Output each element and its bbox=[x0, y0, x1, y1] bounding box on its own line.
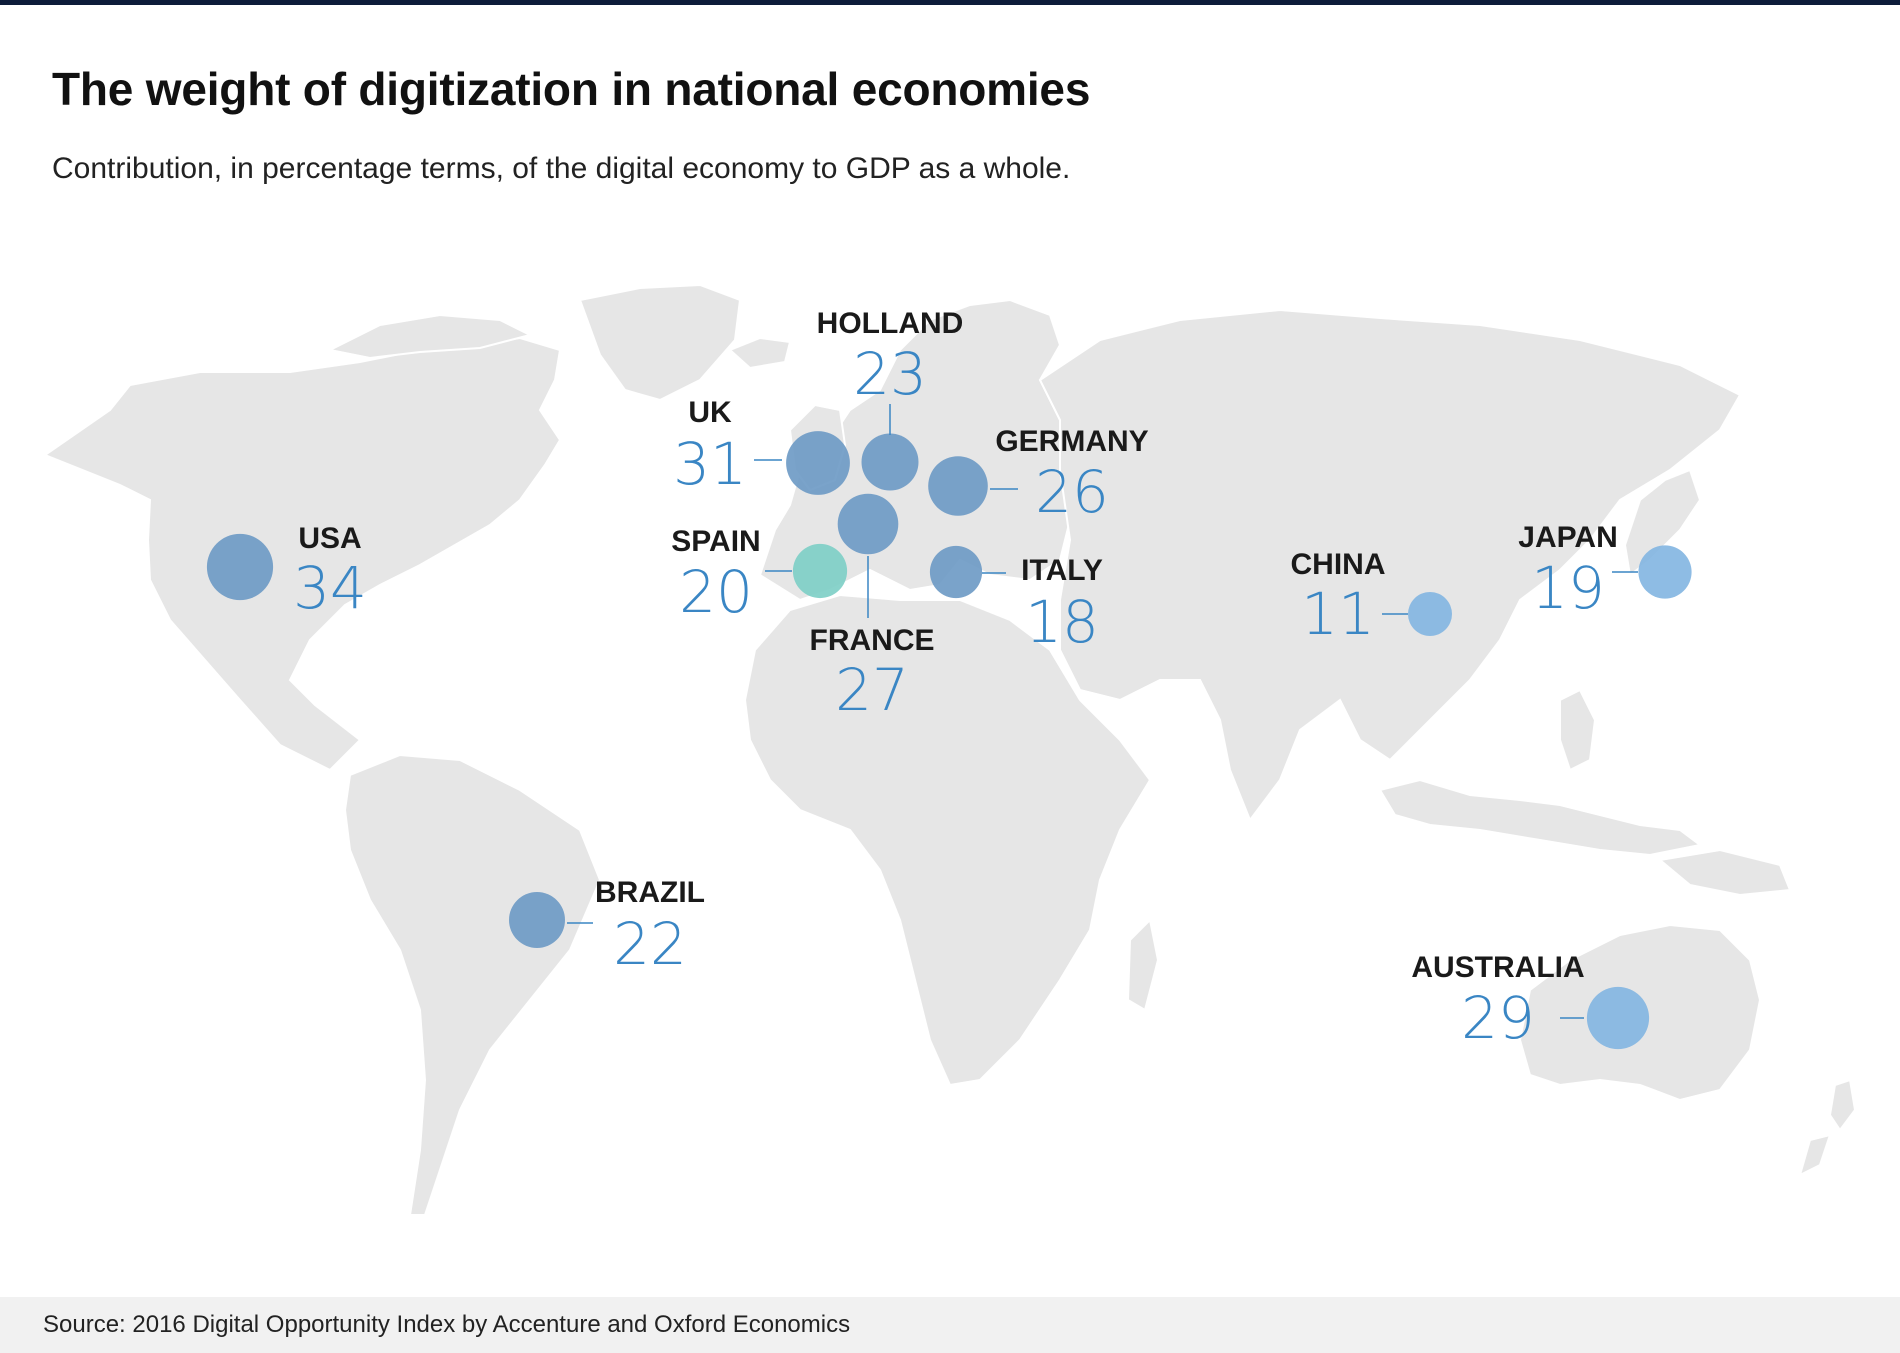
value-label-uk: 31 bbox=[673, 430, 747, 498]
value-label-germany: 26 bbox=[1035, 458, 1109, 526]
africa-land bbox=[743, 593, 1152, 1087]
value-label-holland: 23 bbox=[853, 340, 927, 408]
source-note: Source: 2016 Digital Opportunity Index b… bbox=[43, 1311, 851, 1338]
country-label-italy: ITALY bbox=[1021, 554, 1103, 587]
page-subtitle: Contribution, in percentage terms, of th… bbox=[52, 152, 1071, 185]
japan-land bbox=[1623, 468, 1702, 577]
country-label-china: CHINA bbox=[1291, 548, 1386, 581]
bubble-holland bbox=[861, 433, 919, 491]
bubble-australia bbox=[1586, 986, 1650, 1050]
country-label-spain: SPAIN bbox=[671, 525, 760, 558]
country-label-usa: USA bbox=[298, 522, 361, 555]
value-label-usa: 34 bbox=[293, 554, 367, 622]
new-guinea-land bbox=[1657, 848, 1792, 897]
bubbles-layer bbox=[206, 431, 1692, 1050]
bubble-italy bbox=[929, 545, 983, 599]
country-label-brazil: BRAZIL bbox=[595, 876, 705, 909]
page-title: The weight of digitization in national e… bbox=[52, 63, 1091, 115]
value-label-spain: 20 bbox=[679, 558, 753, 626]
bubble-uk bbox=[786, 431, 850, 495]
south-america-land bbox=[343, 753, 602, 1216]
bubble-usa bbox=[206, 533, 274, 601]
bubble-china bbox=[1408, 592, 1452, 636]
madagascar-land bbox=[1126, 917, 1160, 1012]
bubble-spain bbox=[792, 543, 848, 599]
bubble-japan bbox=[1638, 545, 1692, 599]
new-zealand-land bbox=[1798, 1078, 1857, 1177]
philippines-land bbox=[1559, 688, 1597, 772]
indonesia-land bbox=[1378, 778, 1703, 857]
value-label-italy: 18 bbox=[1025, 588, 1099, 656]
value-label-japan: 19 bbox=[1531, 554, 1605, 622]
value-label-china: 11 bbox=[1301, 580, 1375, 648]
country-label-france: FRANCE bbox=[810, 624, 935, 657]
country-label-australia: AUSTRALIA bbox=[1411, 951, 1584, 984]
greenland-land bbox=[578, 283, 742, 402]
country-label-japan: JAPAN bbox=[1518, 521, 1617, 554]
bubble-germany bbox=[928, 456, 988, 516]
arctic-islands-land bbox=[326, 313, 533, 360]
country-label-germany: GERMANY bbox=[995, 425, 1148, 458]
land-masses bbox=[42, 283, 1857, 1216]
value-label-australia: 29 bbox=[1461, 984, 1535, 1052]
footer: Source: 2016 Digital Opportunity Index b… bbox=[0, 1297, 1900, 1353]
asia-land bbox=[1038, 308, 1742, 823]
bubble-brazil bbox=[509, 892, 565, 948]
bubble-france bbox=[837, 493, 899, 555]
iceland-land bbox=[728, 336, 792, 370]
country-label-holland: HOLLAND bbox=[817, 307, 964, 340]
value-label-brazil: 22 bbox=[613, 910, 687, 978]
top-bar bbox=[0, 0, 1900, 5]
country-label-uk: UK bbox=[688, 396, 732, 429]
value-label-france: 27 bbox=[835, 656, 909, 724]
